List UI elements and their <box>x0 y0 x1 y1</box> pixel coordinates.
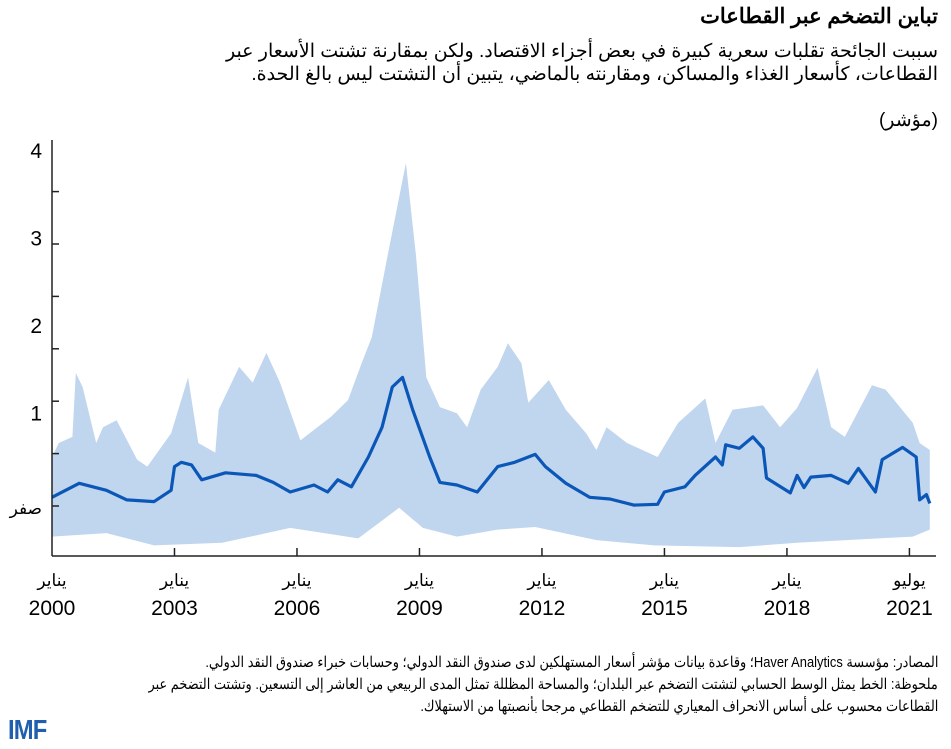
chart: صفر 1 2 3 4 يناير 2000 يناير 2003 يناير 2006 يناير 2… <box>9 140 936 620</box>
chart-title: تباين التضخم عبر القطاعات <box>700 5 938 28</box>
x-tick-label-year: 2012 <box>519 597 566 620</box>
x-tick-label-year: 2018 <box>764 597 811 620</box>
x-tick-label-year: 2009 <box>396 597 443 620</box>
chart-subtitle-line: القطاعات، كأسعار الغذاء والمساكن، ومقارن… <box>251 64 938 85</box>
y-tick-label: 4 <box>30 140 42 163</box>
x-tick-label-month: يناير <box>36 571 66 591</box>
x-tick-label-month: يناير <box>159 571 189 591</box>
mean-dispersion-line <box>51 375 932 507</box>
unit-label: (مؤشر) <box>878 110 938 131</box>
imf-logo: IMF <box>8 714 47 745</box>
y-tick-label: 2 <box>30 315 42 338</box>
interdecile-range-band <box>52 163 930 548</box>
x-tick-label-month: يناير <box>771 571 801 591</box>
x-tick-label-month: يناير <box>526 571 556 591</box>
note-line: القطاعات محسوب على أساس الانحراف المعيار… <box>419 698 938 715</box>
x-tick-label-year: 2015 <box>641 597 688 620</box>
chart-subtitle-line: سببت الجائحة تقلبات سعرية كبيرة في بعض أ… <box>225 41 938 62</box>
x-tick-label-year: 2000 <box>29 597 76 620</box>
x-tick-label-year: 2006 <box>274 597 321 620</box>
x-tick-label-month: يناير <box>281 571 311 591</box>
x-tick-label-year: 2003 <box>151 597 198 620</box>
sources-note: المصادر: مؤسسة Haver Analytics؛ وقاعدة ب… <box>204 654 938 671</box>
x-tick-label-month: يوليو <box>892 571 926 591</box>
x-tick-label-year: 2021 <box>886 597 933 620</box>
note-line: ملحوظة: الخط يمثل الوسط الحسابي لتشتت ال… <box>148 676 938 693</box>
y-tick-label: صفر <box>9 499 42 519</box>
x-tick-label-month: يناير <box>404 571 434 591</box>
x-tick-label-month: يناير <box>649 571 679 591</box>
y-tick-label: 1 <box>30 403 42 426</box>
y-tick-label: 3 <box>30 228 42 251</box>
